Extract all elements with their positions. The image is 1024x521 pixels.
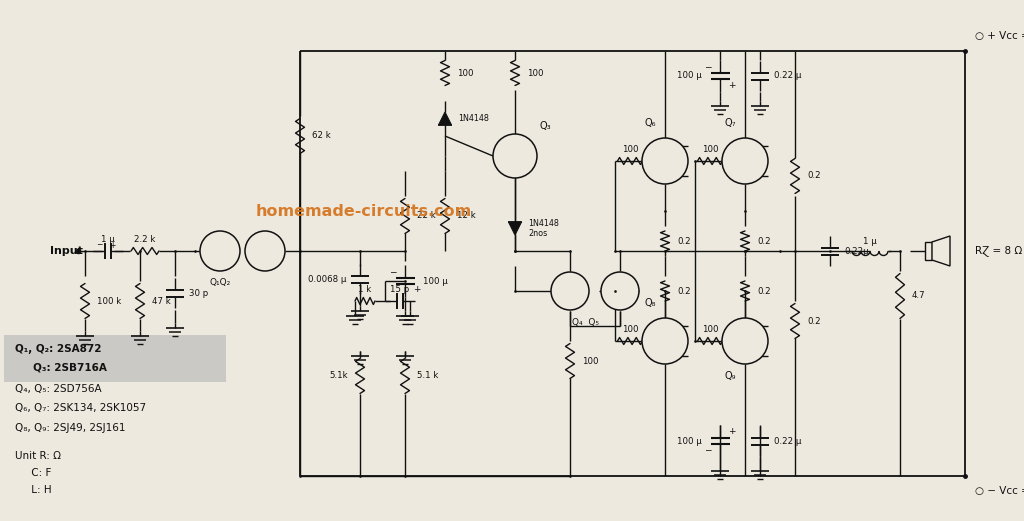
Text: 0.22 µ: 0.22 µ xyxy=(774,71,802,81)
Text: 0.2: 0.2 xyxy=(807,171,820,180)
Circle shape xyxy=(642,138,688,184)
Circle shape xyxy=(551,272,589,310)
Circle shape xyxy=(722,318,768,364)
Text: Q₈, Q₉: 2SJ49, 2SJ161: Q₈, Q₉: 2SJ49, 2SJ161 xyxy=(15,423,126,433)
Text: 100 k: 100 k xyxy=(97,296,121,305)
Text: 100: 100 xyxy=(622,145,638,155)
Text: L: H: L: H xyxy=(15,485,51,495)
Text: 0.2: 0.2 xyxy=(757,287,771,295)
Text: 62 k: 62 k xyxy=(312,131,331,141)
Text: 5.1 k: 5.1 k xyxy=(417,371,438,380)
Text: Q₄  Q₅: Q₄ Q₅ xyxy=(571,318,598,328)
Text: 1 µ: 1 µ xyxy=(101,234,115,243)
Text: Unit R: Ω: Unit R: Ω xyxy=(15,451,61,461)
Text: Q₈: Q₈ xyxy=(644,298,655,308)
Text: Q₉: Q₉ xyxy=(724,371,736,381)
Text: 15 p: 15 p xyxy=(390,284,410,293)
Text: +: + xyxy=(414,286,421,294)
Text: Q₆: Q₆ xyxy=(644,118,655,128)
Text: 2.2 k: 2.2 k xyxy=(134,235,156,244)
Bar xyxy=(925,242,932,260)
Text: 1 k: 1 k xyxy=(358,286,372,294)
Text: 12 k: 12 k xyxy=(457,212,476,220)
Text: 0.22 µ: 0.22 µ xyxy=(774,437,802,445)
Text: Q₆, Q₇: 2SK134, 2SK1057: Q₆, Q₇: 2SK134, 2SK1057 xyxy=(15,403,146,413)
FancyBboxPatch shape xyxy=(4,335,226,382)
Text: 1N4148
2nos: 1N4148 2nos xyxy=(528,219,559,238)
Text: 100: 100 xyxy=(582,356,598,366)
Text: 5.1k: 5.1k xyxy=(330,371,348,380)
Circle shape xyxy=(642,318,688,364)
Text: 0.0068 µ: 0.0068 µ xyxy=(307,275,346,283)
Text: 100: 100 xyxy=(457,68,473,78)
Text: 0.2: 0.2 xyxy=(677,287,690,295)
Text: 0.2: 0.2 xyxy=(757,237,771,245)
Circle shape xyxy=(601,272,639,310)
Circle shape xyxy=(493,134,537,178)
Text: C: F: C: F xyxy=(15,468,51,478)
Circle shape xyxy=(200,231,240,271)
Text: ○ + Vᴄᴄ = +65 V: ○ + Vᴄᴄ = +65 V xyxy=(975,31,1024,41)
Text: +: + xyxy=(728,81,736,90)
Text: Q₄, Q₅: 2SD756A: Q₄, Q₅: 2SD756A xyxy=(15,384,101,394)
Text: homemade-circuits.com: homemade-circuits.com xyxy=(255,204,472,218)
Text: 100 µ: 100 µ xyxy=(423,277,447,286)
Text: ○ − Vᴄᴄ = −65 V: ○ − Vᴄᴄ = −65 V xyxy=(975,486,1024,496)
Text: Q₃: Q₃ xyxy=(540,121,551,131)
Text: 100: 100 xyxy=(701,145,718,155)
Text: 100: 100 xyxy=(701,326,718,334)
Text: Q₁Q₂: Q₁Q₂ xyxy=(209,279,230,288)
Text: 22 k: 22 k xyxy=(417,212,436,220)
Text: 47 k: 47 k xyxy=(152,296,171,305)
Text: 0.22µ: 0.22µ xyxy=(844,246,868,255)
Text: −: − xyxy=(96,241,102,250)
Text: −: − xyxy=(705,63,712,71)
Polygon shape xyxy=(438,112,452,125)
Text: Q₇: Q₇ xyxy=(724,118,736,128)
Text: 4.7: 4.7 xyxy=(912,292,926,301)
Text: −: − xyxy=(705,445,712,454)
Polygon shape xyxy=(509,222,521,235)
Text: 30 p: 30 p xyxy=(189,289,208,297)
Text: Q₃: 2SB716A: Q₃: 2SB716A xyxy=(15,363,106,373)
Text: Q₁, Q₂: 2SA872: Q₁, Q₂: 2SA872 xyxy=(15,344,101,354)
Text: 100 µ: 100 µ xyxy=(677,71,702,81)
Text: RⱿ = 8 Ω: RⱿ = 8 Ω xyxy=(975,245,1022,256)
Text: 0.2: 0.2 xyxy=(677,237,690,245)
Text: 100 µ: 100 µ xyxy=(677,437,702,445)
Text: +: + xyxy=(109,241,115,250)
Text: 1N4148: 1N4148 xyxy=(458,114,488,123)
Circle shape xyxy=(722,138,768,184)
Polygon shape xyxy=(932,236,950,266)
Text: +: + xyxy=(728,428,736,437)
Text: 100: 100 xyxy=(622,326,638,334)
Text: Input: Input xyxy=(50,246,83,256)
Text: 100: 100 xyxy=(527,68,544,78)
Circle shape xyxy=(245,231,285,271)
Text: 0.2: 0.2 xyxy=(807,316,820,326)
Text: −: − xyxy=(389,267,396,277)
Text: 1 µ: 1 µ xyxy=(863,237,877,245)
